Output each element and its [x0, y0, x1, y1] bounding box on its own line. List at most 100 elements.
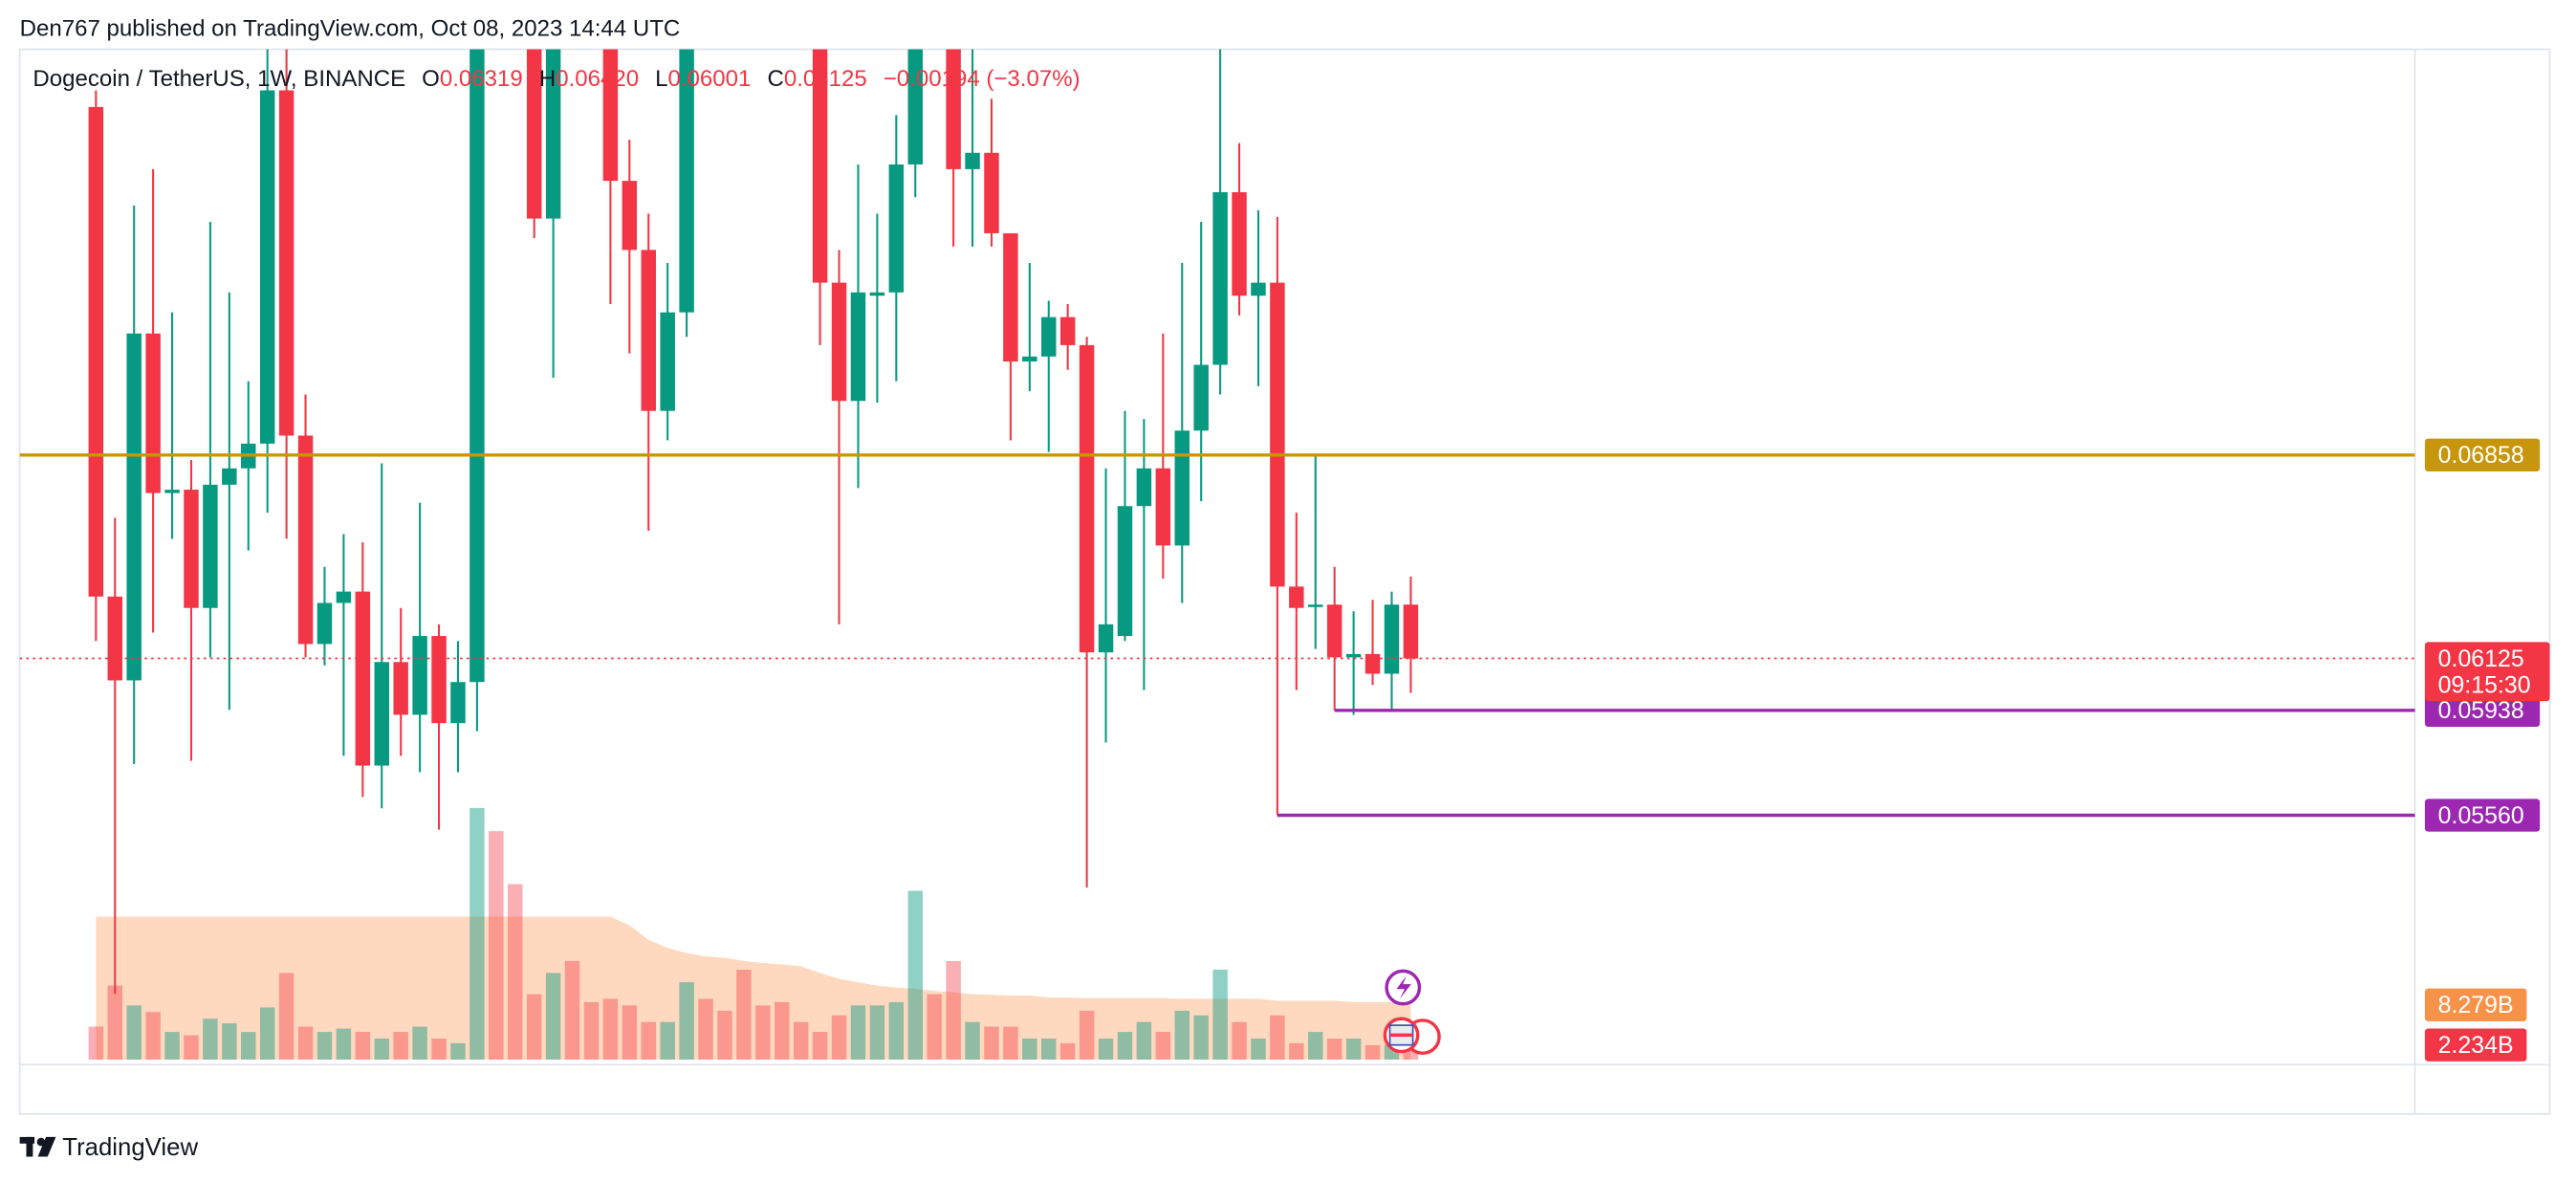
- volume-bar: [812, 1032, 828, 1061]
- candle-body: [297, 435, 314, 645]
- legend: Dogecoin / TetherUS, 1W, BINANCE O0.0631…: [33, 67, 1080, 93]
- volume-bar: [888, 1001, 905, 1061]
- candle-body: [1232, 191, 1247, 296]
- candle-body: [203, 484, 218, 608]
- volume-bar: [107, 985, 122, 1061]
- candle-body: [469, 49, 485, 683]
- volume-bar: [126, 1005, 142, 1061]
- volume-bar: [793, 1021, 809, 1061]
- volume-bar: [297, 1026, 314, 1061]
- candle-body: [431, 636, 447, 724]
- volume-bar: [736, 969, 752, 1061]
- candle-body: [259, 90, 275, 444]
- candle-body: [222, 468, 237, 485]
- candle-body: [393, 662, 408, 715]
- volume-bar: [450, 1042, 466, 1061]
- candle-body: [317, 602, 333, 645]
- candle-body: [1022, 356, 1037, 362]
- last-price-box: [2424, 642, 2550, 702]
- candle-body: [278, 90, 295, 436]
- plot-area: [19, 49, 2415, 1061]
- volume-bar: [698, 998, 713, 1061]
- legend-key: O: [422, 67, 440, 93]
- volume-bar: [1022, 1039, 1037, 1061]
- candle-body: [1193, 364, 1209, 431]
- candle-body: [336, 591, 352, 603]
- volume-last-label: 2.234B: [2438, 1032, 2514, 1059]
- level-label-box: [2424, 799, 2541, 832]
- candle-body: [907, 49, 923, 164]
- chart-frame: [18, 48, 2551, 1115]
- candle-body: [869, 292, 885, 296]
- level-label: 0.05938: [2438, 697, 2524, 724]
- candle-body: [1136, 468, 1152, 507]
- volume-bar: [526, 994, 542, 1061]
- legend-key: H: [539, 67, 556, 93]
- candle-body: [1251, 282, 1266, 296]
- candle-body: [831, 282, 847, 402]
- legend-key: C: [767, 67, 783, 93]
- volume-bar: [469, 807, 485, 1061]
- candle-body: [1308, 604, 1323, 607]
- candle-body: [1098, 624, 1114, 653]
- volume-ma-label: 8.279B: [2438, 992, 2514, 1018]
- volume-bar: [1270, 1015, 1285, 1061]
- volume-bar: [1003, 1026, 1018, 1061]
- candle-body: [1174, 430, 1190, 546]
- volume-bar: [88, 1026, 104, 1061]
- candle-body: [1289, 586, 1304, 608]
- volume-bar: [393, 1032, 408, 1061]
- volume-bar: [203, 1018, 218, 1061]
- candle-body: [1041, 317, 1057, 357]
- volume-bar: [1289, 1042, 1304, 1061]
- volume-bar: [1098, 1039, 1114, 1061]
- volume-bar: [1364, 1044, 1381, 1061]
- volume-bar: [241, 1032, 256, 1061]
- volume-bar: [869, 1005, 885, 1061]
- published-note: Den767 published on TradingView.com, Oct…: [20, 15, 681, 41]
- candle-body: [850, 292, 866, 402]
- volume-bar: [679, 982, 694, 1061]
- legend-value: 0.06125: [784, 67, 867, 93]
- candle-body: [374, 662, 389, 766]
- candle-body: [1345, 653, 1362, 658]
- candle-body: [965, 152, 980, 169]
- candle-body: [984, 152, 999, 233]
- volume-bar: [717, 1010, 732, 1061]
- volume-bar: [489, 831, 504, 1061]
- candle-body: [1079, 344, 1095, 653]
- last-price-label: 0.06125: [2438, 646, 2524, 672]
- candle-body: [107, 596, 122, 681]
- legend-value: 0.06001: [668, 67, 752, 93]
- volume-bar: [1079, 1010, 1095, 1061]
- volume-bar: [412, 1026, 427, 1061]
- candle-body: [526, 49, 542, 219]
- legend-change: −0.00194 (−3.07%): [884, 67, 1081, 93]
- candle-body: [412, 636, 427, 715]
- volume-bar: [1059, 1042, 1076, 1061]
- volume-bar: [1117, 1032, 1133, 1061]
- volume-bar: [755, 1005, 771, 1061]
- candle-body: [641, 250, 656, 411]
- volume-bar: [336, 1028, 352, 1061]
- volume-bar: [583, 1001, 600, 1061]
- volume-bar: [831, 1015, 847, 1061]
- volume-bar: [184, 1035, 199, 1061]
- volume-bar: [564, 960, 580, 1061]
- candle-body: [1003, 232, 1018, 362]
- footer-logo: TradingView: [19, 1134, 198, 1161]
- volume-bar: [641, 1021, 656, 1061]
- volume-bar: [775, 1001, 790, 1061]
- candle-body: [1059, 317, 1076, 345]
- lightning-glyph: [1396, 975, 1411, 999]
- volume-bar: [374, 1039, 389, 1061]
- candle-body: [450, 682, 466, 724]
- level-label-box: [2424, 693, 2541, 727]
- volume-bar: [1174, 1010, 1190, 1061]
- volume-bar: [907, 890, 923, 1061]
- volume-bar: [355, 1032, 371, 1061]
- volume-bar: [1212, 969, 1228, 1061]
